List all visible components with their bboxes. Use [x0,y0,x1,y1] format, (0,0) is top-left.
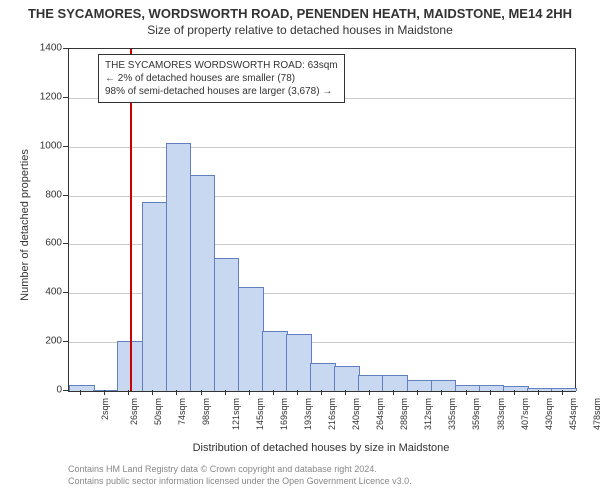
legend-line-3: 98% of semi-detached houses are larger (… [105,85,338,98]
y-axis-label: Number of detached properties [19,140,31,310]
x-tick-label: 430sqm [544,398,554,430]
x-tick-label: 407sqm [520,398,530,430]
y-tick-label: 1200 [32,91,62,102]
x-tick-mark [321,390,322,395]
legend-box: THE SYCAMORES WORDSWORTH ROAD: 63sqm ← 2… [98,54,345,103]
y-tick-label: 800 [32,189,62,200]
x-tick-label: 454sqm [568,398,578,430]
y-tick-label: 400 [32,287,62,298]
histogram-bar [527,388,553,391]
x-tick-mark [490,390,491,395]
x-tick-label: 216sqm [327,398,337,430]
footer-text: Contains HM Land Registry data © Crown c… [68,464,412,487]
chart-container: THE SYCAMORES, WORDSWORTH ROAD, PENENDEN… [0,0,600,500]
histogram-bar [334,366,360,391]
x-tick-mark [225,390,226,395]
gridline [69,196,575,197]
x-tick-label: 74sqm [177,398,187,425]
histogram-bar [310,363,336,391]
x-tick-label: 50sqm [153,398,163,425]
x-tick-mark [393,390,394,395]
y-tick-mark [63,390,68,391]
footer-line-2: Contains public sector information licen… [68,476,412,488]
legend-line-1: THE SYCAMORES WORDSWORTH ROAD: 63sqm [105,59,338,72]
x-tick-label: 193sqm [303,398,313,430]
x-tick-label: 145sqm [255,398,265,430]
legend-line-2: ← 2% of detached houses are smaller (78) [105,72,338,85]
chart-title: THE SYCAMORES, WORDSWORTH ROAD, PENENDEN… [0,0,600,21]
y-tick-mark [63,195,68,196]
histogram-bar [503,386,529,391]
x-tick-mark [369,390,370,395]
x-tick-mark [152,390,153,395]
footer-line-1: Contains HM Land Registry data © Crown c… [68,464,412,476]
x-tick-mark [345,390,346,395]
x-axis-label: Distribution of detached houses by size … [68,442,574,454]
x-tick-mark [80,390,81,395]
y-tick-label: 1400 [32,43,62,54]
histogram-bar [455,385,481,391]
x-tick-mark [249,390,250,395]
histogram-bar [286,334,312,391]
x-tick-mark [128,390,129,395]
chart-subtitle: Size of property relative to detached ho… [0,21,600,37]
x-tick-mark [297,390,298,395]
y-tick-mark [63,341,68,342]
x-tick-label: 240sqm [351,398,361,430]
x-tick-mark [201,390,202,395]
histogram-bar [214,258,240,391]
y-tick-mark [63,243,68,244]
x-tick-label: 2sqm [100,398,110,420]
x-tick-mark [104,390,105,395]
histogram-bar [479,385,505,391]
y-tick-mark [63,48,68,49]
histogram-bar [407,380,433,391]
histogram-bar [190,175,216,391]
y-tick-label: 1000 [32,140,62,151]
histogram-bar [262,331,288,391]
x-tick-mark [562,390,563,395]
x-tick-label: 383sqm [496,398,506,430]
x-tick-label: 98sqm [201,398,211,425]
histogram-bar [551,388,577,391]
x-tick-label: 121sqm [231,398,241,430]
x-tick-mark [417,390,418,395]
x-tick-mark [273,390,274,395]
x-tick-label: 359sqm [472,398,482,430]
y-tick-mark [63,97,68,98]
x-tick-mark [466,390,467,395]
x-tick-label: 264sqm [375,398,385,430]
histogram-bar [431,380,457,391]
x-tick-label: 335sqm [447,398,457,430]
histogram-bar [238,287,264,391]
y-tick-label: 600 [32,238,62,249]
gridline [69,147,575,148]
y-tick-label: 0 [32,385,62,396]
histogram-bar [382,375,408,391]
histogram-bar [93,390,119,391]
histogram-bar [166,143,192,391]
histogram-bar [358,375,384,391]
x-tick-label: 288sqm [399,398,409,430]
x-tick-label: 478sqm [592,398,600,430]
histogram-bar [69,385,95,391]
histogram-bar [142,202,168,391]
x-tick-label: 312sqm [423,398,433,430]
x-tick-mark [176,390,177,395]
x-tick-mark [514,390,515,395]
y-tick-label: 200 [32,336,62,347]
x-tick-mark [538,390,539,395]
x-tick-mark [441,390,442,395]
x-tick-label: 26sqm [129,398,139,425]
y-tick-mark [63,146,68,147]
y-tick-mark [63,292,68,293]
x-tick-label: 169sqm [279,398,289,430]
